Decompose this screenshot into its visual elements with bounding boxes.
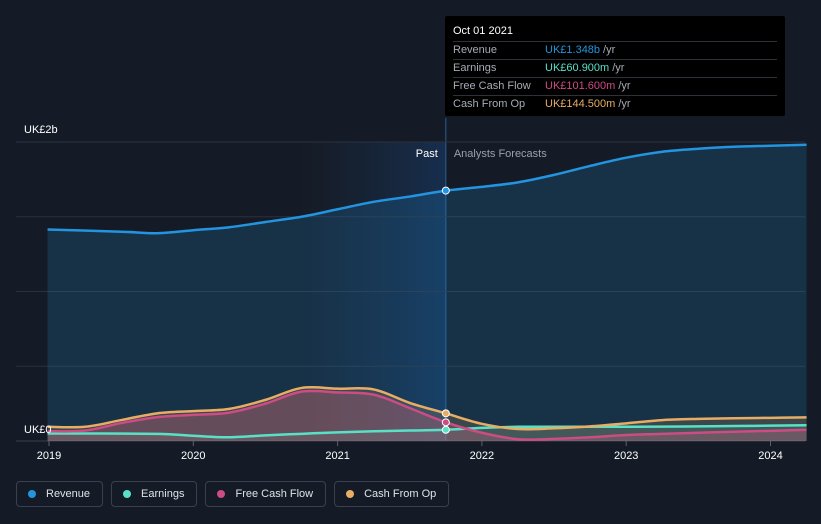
tooltip-label: Free Cash Flow bbox=[453, 80, 531, 92]
data-tooltip: Oct 01 2021 Revenue UK£1.348b /yr Earnin… bbox=[445, 16, 785, 116]
tooltip-label: Revenue bbox=[453, 44, 498, 56]
tooltip-row-cash-from-op: Cash From Op UK£144.500m /yr bbox=[453, 95, 777, 113]
y-axis-label-bottom: UK£0 bbox=[24, 424, 52, 436]
x-tick-label: 2023 bbox=[614, 450, 638, 462]
cash-from-op-dot-icon bbox=[346, 490, 355, 498]
free-cash-flow-line bbox=[47, 389, 807, 441]
tooltip-label: Earnings bbox=[453, 62, 497, 74]
x-tick-label: 2021 bbox=[325, 450, 349, 462]
tooltip-unit: /yr bbox=[618, 80, 631, 92]
tooltip-row-revenue: Revenue UK£1.348b /yr bbox=[453, 41, 777, 59]
tooltip-unit: /yr bbox=[603, 44, 616, 56]
tooltip-value: UK£101.600m bbox=[545, 80, 616, 92]
chart-legend: Revenue Earnings Free Cash Flow Cash Fro… bbox=[16, 481, 450, 507]
x-tick-label: 2024 bbox=[758, 450, 782, 462]
y-axis-label-top: UK£2b bbox=[24, 124, 58, 136]
tooltip-label: Cash From Op bbox=[453, 98, 526, 110]
tooltip-row-free-cash-flow: Free Cash Flow UK£101.600m /yr bbox=[453, 77, 777, 95]
legend-item-earnings[interactable]: Earnings bbox=[111, 481, 198, 507]
tooltip-value: UK£1.348b bbox=[545, 44, 601, 56]
legend-label: Cash From Op bbox=[364, 488, 437, 500]
earnings-marker bbox=[441, 425, 450, 434]
cash-from-op-marker bbox=[441, 409, 450, 418]
free-cash-flow-dot-icon bbox=[217, 490, 226, 498]
revenue-dot-icon bbox=[28, 490, 36, 498]
free-cash-flow-marker bbox=[441, 418, 450, 427]
tooltip-unit: /yr bbox=[612, 62, 625, 74]
revenue-marker bbox=[441, 186, 450, 195]
tooltip-value: UK£144.500m bbox=[545, 98, 616, 110]
cash-from-op-line bbox=[47, 385, 807, 431]
legend-item-revenue[interactable]: Revenue bbox=[16, 481, 104, 507]
revenue-area bbox=[47, 144, 807, 442]
tooltip-value: UK£60.900m bbox=[545, 62, 610, 74]
tooltip-unit: /yr bbox=[618, 98, 631, 110]
forecast-label: Analysts Forecasts bbox=[454, 148, 547, 160]
legend-label: Free Cash Flow bbox=[235, 488, 314, 500]
earnings-dot-icon bbox=[123, 490, 132, 498]
x-tick-label: 2019 bbox=[37, 450, 61, 462]
legend-item-free-cash-flow[interactable]: Free Cash Flow bbox=[205, 481, 327, 507]
legend-label: Earnings bbox=[141, 488, 185, 500]
x-tick-label: 2020 bbox=[181, 450, 205, 462]
legend-label: Revenue bbox=[46, 488, 91, 500]
tooltip-date: Oct 01 2021 bbox=[453, 25, 513, 37]
x-tick-label: 2022 bbox=[470, 450, 494, 462]
past-label: Past bbox=[416, 148, 438, 160]
tooltip-row-earnings: Earnings UK£60.900m /yr bbox=[453, 59, 777, 77]
legend-item-cash-from-op[interactable]: Cash From Op bbox=[334, 481, 450, 507]
